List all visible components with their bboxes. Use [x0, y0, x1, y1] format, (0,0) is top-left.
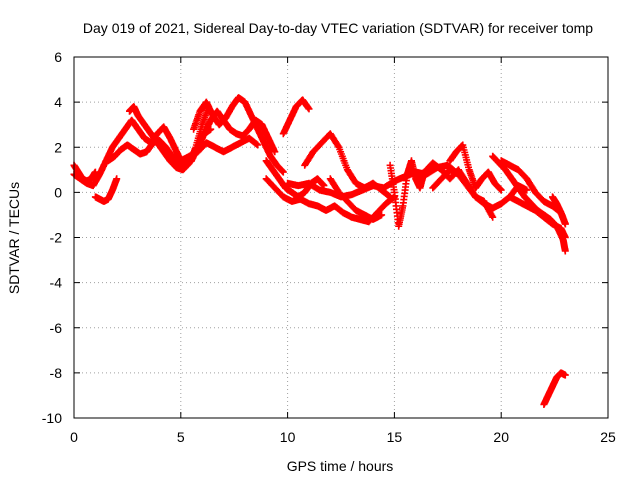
data-point-markers [279, 96, 313, 138]
series-arc-14 [326, 175, 386, 223]
data-series [70, 94, 569, 408]
x-tick-label: 20 [493, 429, 509, 445]
series-arc-13 [301, 130, 394, 201]
x-axis-label: GPS time / hours [287, 458, 394, 474]
series-arc-18 [446, 141, 505, 194]
data-point-markers [301, 130, 394, 201]
series-arc-11 [279, 96, 313, 138]
data-point-markers [326, 175, 386, 223]
data-point-markers [446, 141, 505, 194]
series-arc-21 [506, 193, 569, 241]
data-point-markers [91, 175, 121, 205]
data-point-markers [540, 369, 569, 408]
y-tick-label: 0 [54, 184, 62, 200]
data-point-markers [549, 193, 569, 228]
y-tick-label: 4 [54, 94, 62, 110]
x-tick-label: 25 [600, 429, 616, 445]
series-arc-8 [177, 134, 262, 165]
grid [74, 57, 608, 418]
series-arc-23 [540, 369, 569, 408]
y-tick-label: 6 [54, 49, 62, 65]
series-arc-15 [386, 157, 428, 230]
data-point-markers [177, 134, 262, 165]
x-tick-label: 15 [387, 429, 403, 445]
data-point-markers [126, 103, 213, 174]
y-axis-label: SDTVAR / TECUs [6, 182, 22, 294]
series-arc-3 [91, 175, 121, 205]
data-point-markers [506, 193, 569, 241]
x-tick-label: 0 [70, 429, 78, 445]
data-point-markers [386, 157, 428, 230]
chart-title: Day 019 of 2021, Sidereal Day-to-day VTE… [83, 20, 593, 36]
series-arc-10 [262, 175, 398, 226]
y-tick-label: -10 [42, 410, 62, 426]
y-tick-label: -8 [50, 365, 63, 381]
series-arc-22 [549, 193, 569, 228]
y-tick-label: -4 [50, 275, 63, 291]
data-point-markers [262, 175, 398, 226]
series-arc-17 [429, 166, 531, 212]
plot-frame [73, 56, 609, 419]
y-tick-label: -6 [50, 320, 63, 336]
y-tick-label: -2 [50, 230, 63, 246]
x-tick-label: 10 [280, 429, 296, 445]
series-arc-5 [126, 103, 213, 174]
data-point-markers [429, 166, 531, 212]
y-tick-label: 2 [54, 139, 62, 155]
x-tick-label: 5 [177, 429, 185, 445]
